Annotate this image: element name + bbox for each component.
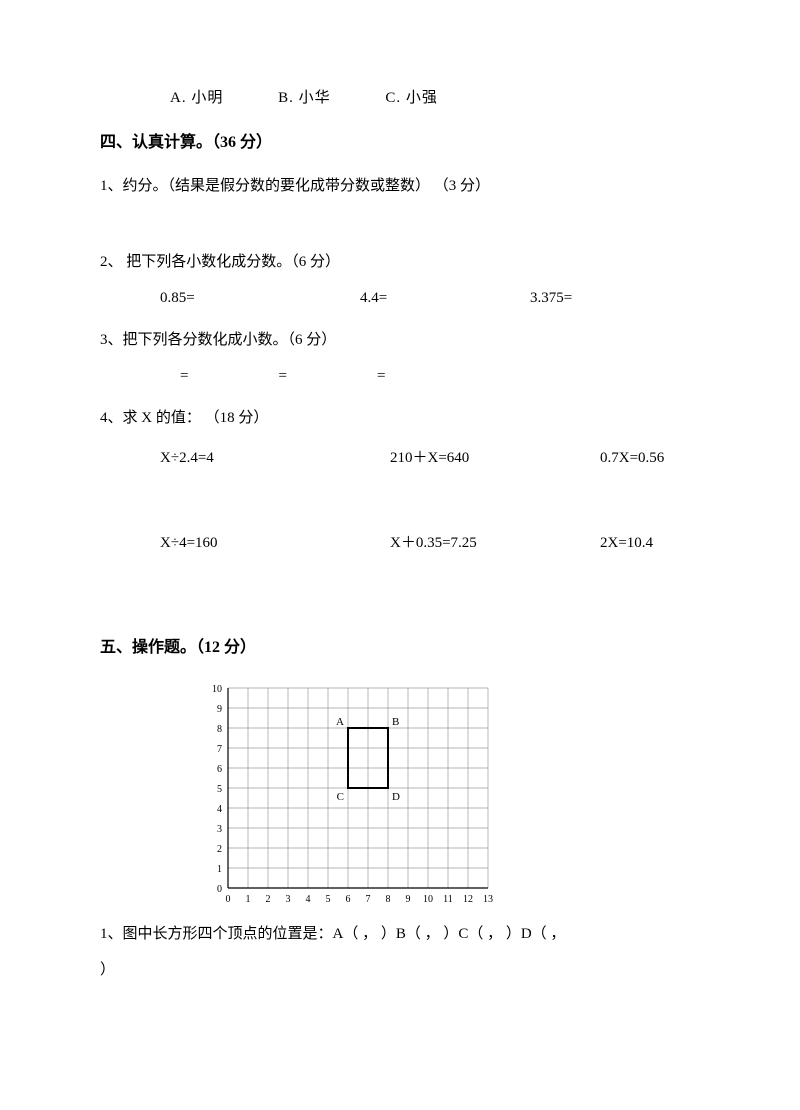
s4-q4-r2a: X÷4=160 bbox=[160, 525, 390, 561]
svg-text:1: 1 bbox=[217, 864, 222, 875]
svg-text:8: 8 bbox=[386, 894, 391, 905]
s4-q3: 3、把下列各分数化成小数。（6 分） bbox=[100, 322, 700, 358]
s4-q4-row2: X÷4=160 X＋0.35=7.25 2X=10.4 bbox=[100, 525, 700, 561]
section5-heading: 五、操作题。（12 分） bbox=[100, 629, 700, 667]
s4-q4-r2c: 2X=10.4 bbox=[600, 525, 653, 561]
svg-text:5: 5 bbox=[326, 894, 331, 905]
svg-text:1: 1 bbox=[246, 894, 251, 905]
svg-text:8: 8 bbox=[217, 724, 222, 735]
s4-q2-a: 0.85= bbox=[160, 280, 360, 316]
svg-text:5: 5 bbox=[217, 784, 222, 795]
svg-text:9: 9 bbox=[406, 894, 411, 905]
svg-text:3: 3 bbox=[286, 894, 291, 905]
svg-text:2: 2 bbox=[266, 894, 271, 905]
svg-text:A: A bbox=[336, 716, 344, 728]
s5-q1: 1、图中长方形四个顶点的位置是：A（ ， ）B（ ， ）C（ ， ）D（ ， bbox=[100, 916, 700, 952]
option-c: C. 小强 bbox=[385, 90, 438, 106]
s4-q4-r1a: X÷2.4=4 bbox=[160, 440, 390, 476]
svg-text:B: B bbox=[392, 716, 399, 728]
s4-q4-r1c: 0.7X=0.56 bbox=[600, 440, 664, 476]
s4-q2: 2、 把下列各小数化成分数。（6 分） bbox=[100, 244, 700, 280]
svg-text:4: 4 bbox=[217, 804, 222, 815]
svg-text:6: 6 bbox=[346, 894, 351, 905]
s4-q2-items: 0.85= 4.4= 3.375= bbox=[100, 280, 700, 316]
s4-q4-r2b: X＋0.35=7.25 bbox=[390, 525, 600, 561]
svg-text:4: 4 bbox=[306, 894, 311, 905]
grid-chart: 012345678910012345678910111213ABCD bbox=[100, 678, 700, 908]
s4-q3-items: = = = bbox=[100, 358, 700, 394]
s4-q4-r1b: 210＋X=640 bbox=[390, 440, 600, 476]
section4-heading: 四、认真计算。（36 分） bbox=[100, 124, 700, 162]
svg-text:10: 10 bbox=[212, 684, 222, 695]
svg-text:0: 0 bbox=[217, 884, 222, 895]
option-b: B. 小华 bbox=[278, 90, 331, 106]
s5-q1-cont: ） bbox=[100, 952, 700, 988]
svg-text:7: 7 bbox=[217, 744, 222, 755]
s4-q3-a: = bbox=[180, 358, 188, 394]
s4-q3-b: = bbox=[278, 358, 286, 394]
s4-q2-b: 4.4= bbox=[360, 280, 530, 316]
svg-text:13: 13 bbox=[483, 894, 493, 905]
svg-text:11: 11 bbox=[443, 894, 453, 905]
prev-options: A. 小明 B. 小华 C. 小强 bbox=[100, 80, 700, 116]
svg-text:C: C bbox=[337, 791, 344, 803]
s4-q1: 1、约分。（结果是假分数的要化成带分数或整数） （3 分） bbox=[100, 168, 700, 204]
svg-text:6: 6 bbox=[217, 764, 222, 775]
s4-q3-c: = bbox=[377, 358, 385, 394]
svg-text:2: 2 bbox=[217, 844, 222, 855]
svg-text:12: 12 bbox=[463, 894, 473, 905]
svg-text:9: 9 bbox=[217, 704, 222, 715]
svg-text:3: 3 bbox=[217, 824, 222, 835]
svg-text:D: D bbox=[392, 791, 400, 803]
s4-q2-c: 3.375= bbox=[530, 280, 572, 316]
svg-text:7: 7 bbox=[366, 894, 371, 905]
svg-text:0: 0 bbox=[226, 894, 231, 905]
s4-q4-row1: X÷2.4=4 210＋X=640 0.7X=0.56 bbox=[100, 440, 700, 476]
svg-text:10: 10 bbox=[423, 894, 433, 905]
s4-q4: 4、求 X 的值： （18 分） bbox=[100, 400, 700, 436]
option-a: A. 小明 bbox=[170, 90, 223, 106]
